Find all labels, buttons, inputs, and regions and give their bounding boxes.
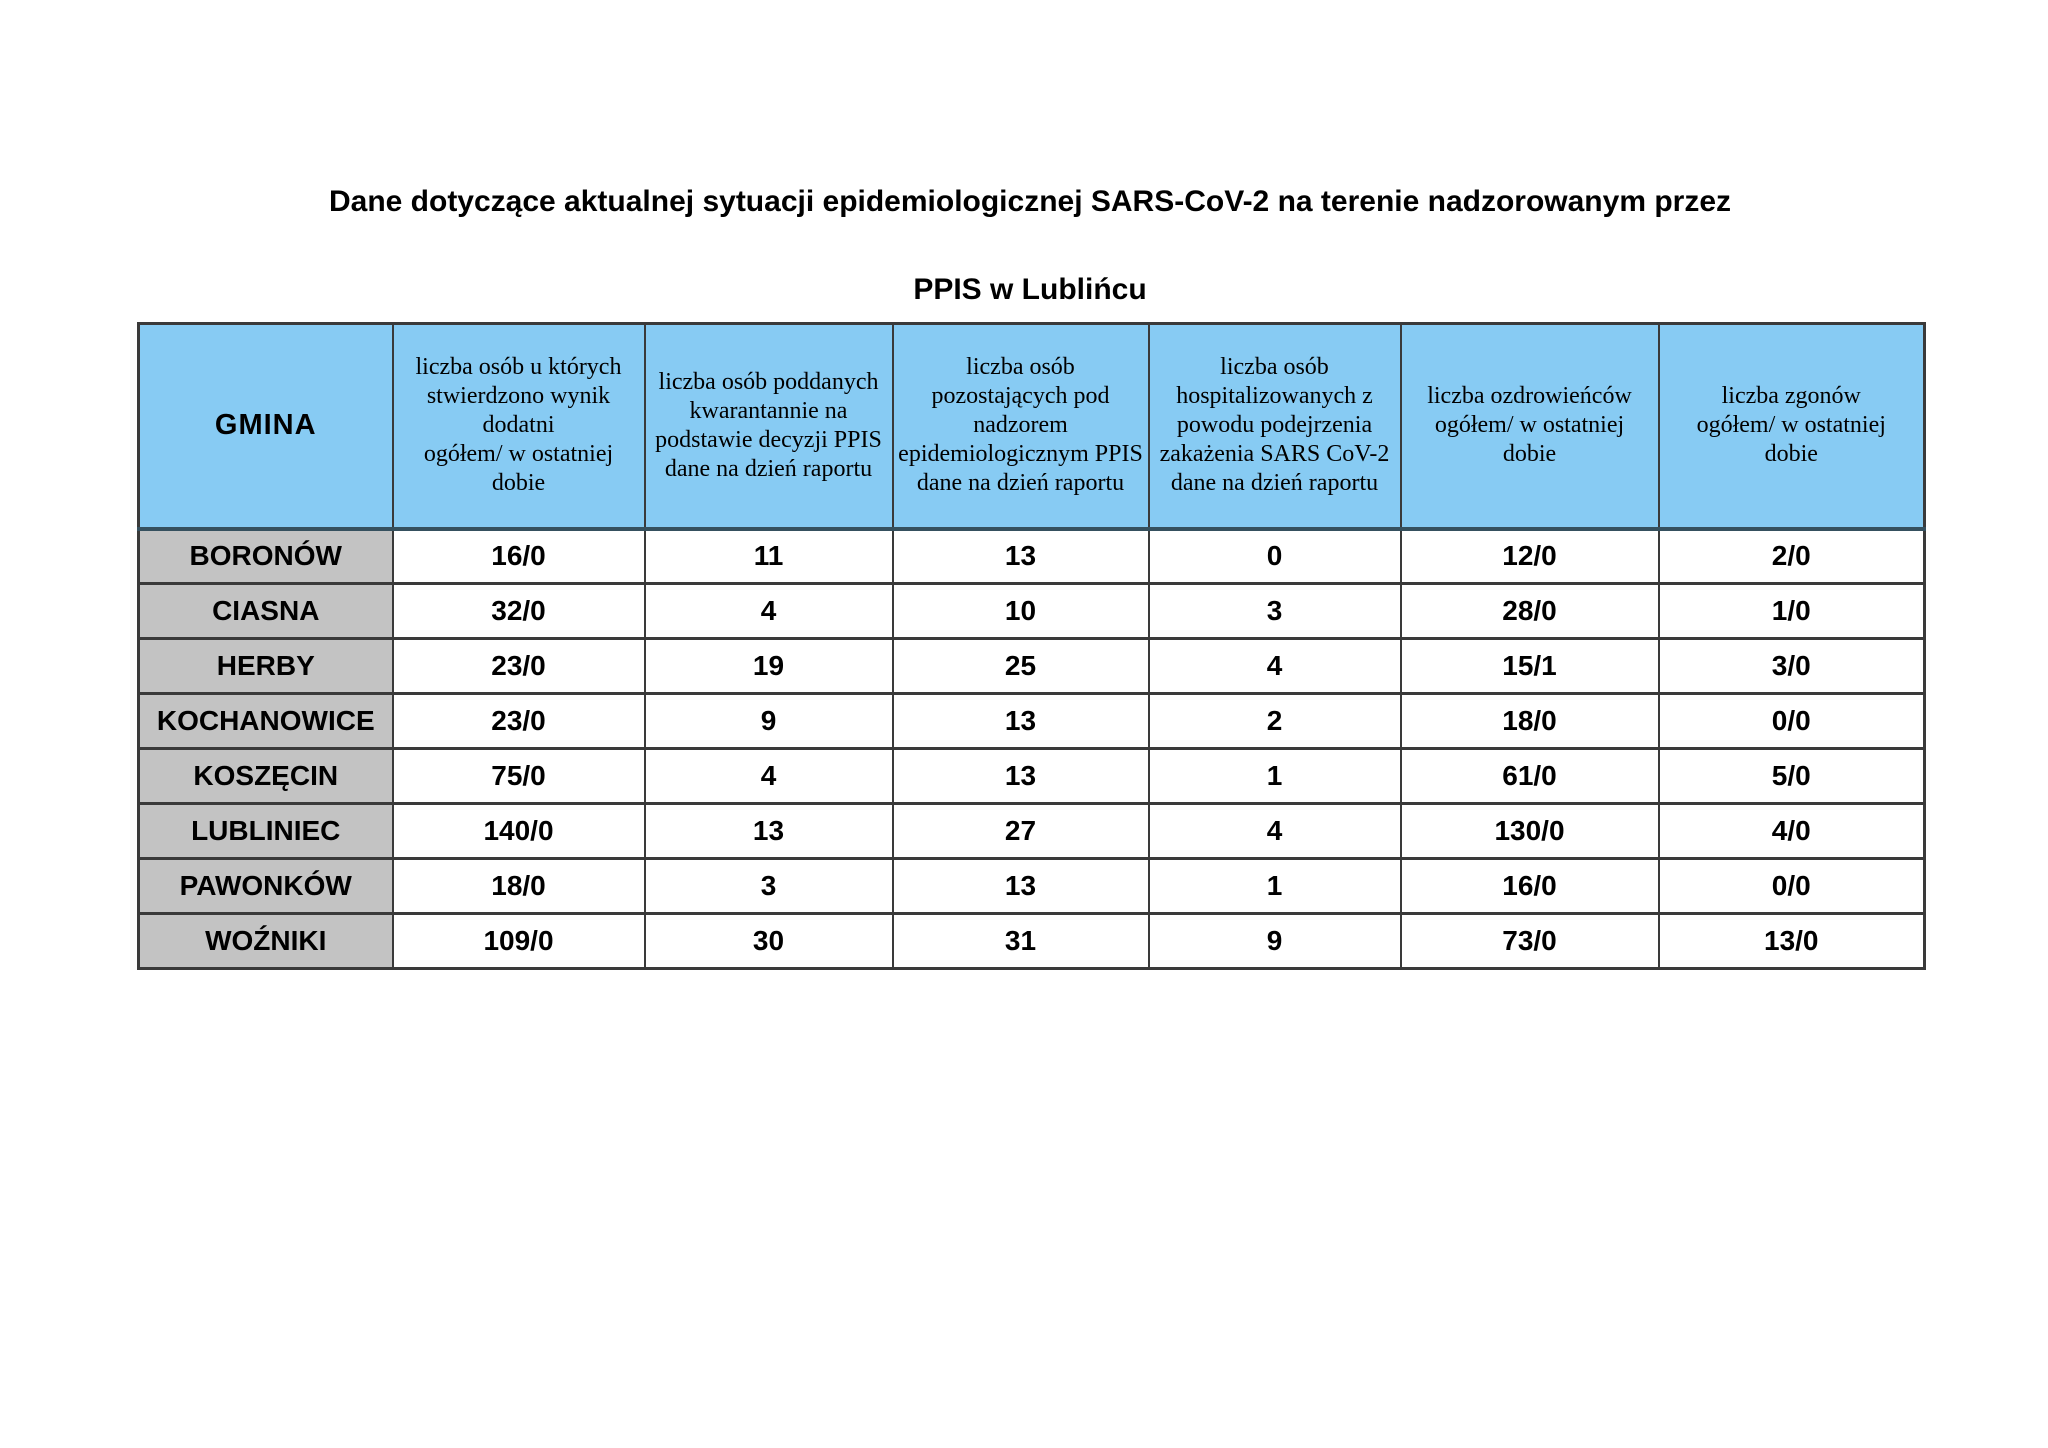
value-cell: 16/0 xyxy=(1399,857,1660,915)
value-cell: 13/0 xyxy=(1657,912,1926,970)
value-cell: 28/0 xyxy=(1399,582,1660,640)
value-cell: 3 xyxy=(1147,582,1402,640)
table-row: WOŹNIKI 109/0 30 31 9 73/0 13/0 xyxy=(137,912,1926,970)
value-cell: 32/0 xyxy=(391,582,646,640)
value-cell: 130/0 xyxy=(1399,802,1660,860)
value-cell: 4 xyxy=(643,582,894,640)
gmina-cell: LUBLINIEC xyxy=(137,802,394,860)
value-cell: 13 xyxy=(643,802,894,860)
col-header-hospitalized: liczba osób hospitalizowanych z powodu p… xyxy=(1147,322,1402,531)
value-cell: 9 xyxy=(643,692,894,750)
table-row: LUBLINIEC 140/0 13 27 4 130/0 4/0 xyxy=(137,802,1926,860)
value-cell: 0/0 xyxy=(1657,692,1926,750)
col-header-deaths: liczba zgonów ogółem/ w ostatniej dobie xyxy=(1657,322,1926,531)
table-row: HERBY 23/0 19 25 4 15/1 3/0 xyxy=(137,637,1926,695)
value-cell: 5/0 xyxy=(1657,747,1926,805)
gmina-cell: PAWONKÓW xyxy=(137,857,394,915)
value-cell: 27 xyxy=(891,802,1150,860)
value-cell: 73/0 xyxy=(1399,912,1660,970)
header-row: GMINA liczba osób u których stwierdzono … xyxy=(137,322,1926,531)
value-cell: 3 xyxy=(643,857,894,915)
table-row: BORONÓW 16/0 11 13 0 12/0 2/0 xyxy=(137,527,1926,585)
value-cell: 1 xyxy=(1147,857,1402,915)
value-cell: 13 xyxy=(891,692,1150,750)
value-cell: 23/0 xyxy=(391,692,646,750)
value-cell: 0/0 xyxy=(1657,857,1926,915)
table-row: KOSZĘCIN 75/0 4 13 1 61/0 5/0 xyxy=(137,747,1926,805)
value-cell: 2/0 xyxy=(1657,527,1926,585)
table-row: CIASNA 32/0 4 10 3 28/0 1/0 xyxy=(137,582,1926,640)
col-header-surveillance: liczba osób pozostających pod nadzorem e… xyxy=(891,322,1150,531)
value-cell: 30 xyxy=(643,912,894,970)
value-cell: 61/0 xyxy=(1399,747,1660,805)
col-header-positive-total: liczba osób u których stwierdzono wynik … xyxy=(391,322,646,531)
gmina-cell: WOŹNIKI xyxy=(137,912,394,970)
gmina-cell: KOCHANOWICE xyxy=(137,692,394,750)
value-cell: 13 xyxy=(891,857,1150,915)
value-cell: 19 xyxy=(643,637,894,695)
value-cell: 18/0 xyxy=(1399,692,1660,750)
value-cell: 140/0 xyxy=(391,802,646,860)
value-cell: 4 xyxy=(1147,802,1402,860)
value-cell: 4 xyxy=(643,747,894,805)
gmina-cell: CIASNA xyxy=(137,582,394,640)
gmina-cell: BORONÓW xyxy=(137,527,394,585)
value-cell: 18/0 xyxy=(391,857,646,915)
value-cell: 11 xyxy=(643,527,894,585)
value-cell: 3/0 xyxy=(1657,637,1926,695)
col-header-gmina: GMINA xyxy=(137,322,394,531)
value-cell: 4/0 xyxy=(1657,802,1926,860)
value-cell: 13 xyxy=(891,527,1150,585)
value-cell: 9 xyxy=(1147,912,1402,970)
value-cell: 0 xyxy=(1147,527,1402,585)
value-cell: 1 xyxy=(1147,747,1402,805)
table-row: PAWONKÓW 18/0 3 13 1 16/0 0/0 xyxy=(137,857,1926,915)
value-cell: 23/0 xyxy=(391,637,646,695)
value-cell: 10 xyxy=(891,582,1150,640)
col-header-recovered: liczba ozdrowieńców ogółem/ w ostatniej … xyxy=(1399,322,1660,531)
gmina-cell: HERBY xyxy=(137,637,394,695)
value-cell: 25 xyxy=(891,637,1150,695)
table-row: KOCHANOWICE 23/0 9 13 2 18/0 0/0 xyxy=(137,692,1926,750)
report-title-line2: PPIS w Lublińcu xyxy=(913,273,1147,306)
epidemiology-table: GMINA liczba osób u których stwierdzono … xyxy=(137,322,1926,970)
value-cell: 31 xyxy=(891,912,1150,970)
value-cell: 12/0 xyxy=(1399,527,1660,585)
value-cell: 1/0 xyxy=(1657,582,1926,640)
value-cell: 15/1 xyxy=(1399,637,1660,695)
value-cell: 109/0 xyxy=(391,912,646,970)
value-cell: 2 xyxy=(1147,692,1402,750)
value-cell: 75/0 xyxy=(391,747,646,805)
value-cell: 16/0 xyxy=(391,527,646,585)
value-cell: 4 xyxy=(1147,637,1402,695)
value-cell: 13 xyxy=(891,747,1150,805)
gmina-cell: KOSZĘCIN xyxy=(137,747,394,805)
col-header-quarantine: liczba osób poddanych kwarantannie na po… xyxy=(643,322,894,531)
report-title-line1: Dane dotyczące aktualnej sytuacji epidem… xyxy=(328,185,1732,218)
